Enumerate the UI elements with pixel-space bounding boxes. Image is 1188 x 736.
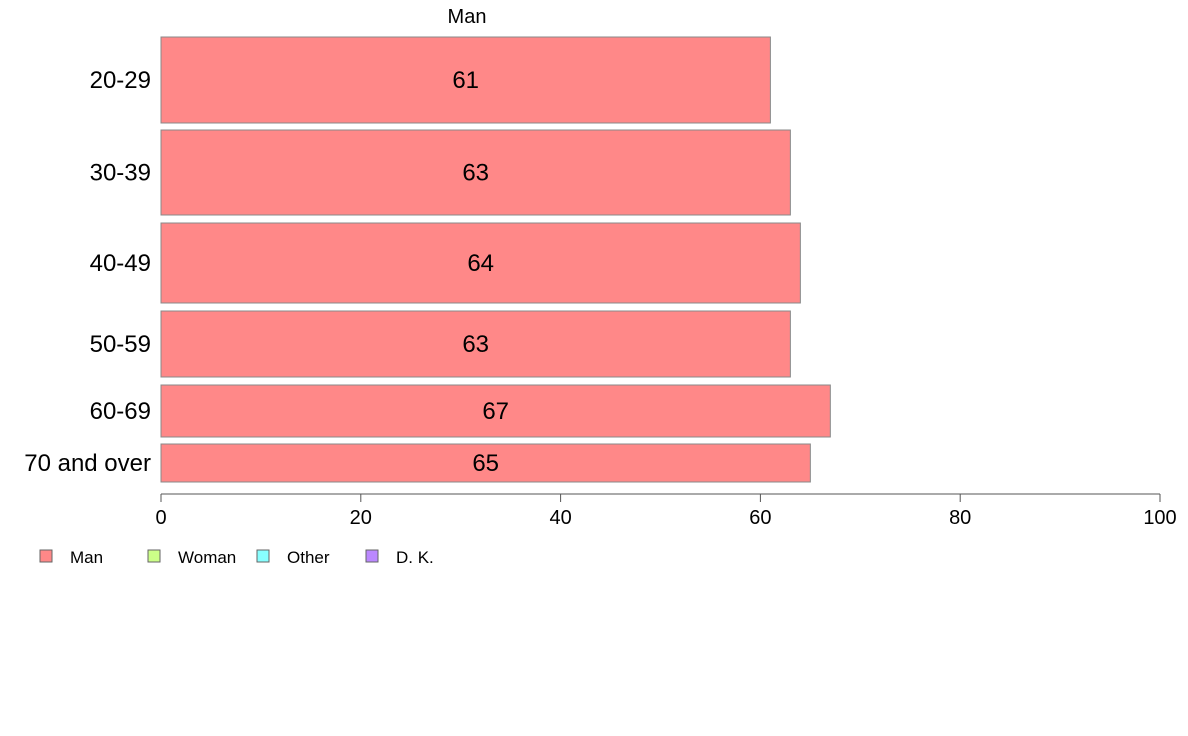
bar xyxy=(160,443,811,483)
legend-swatch xyxy=(39,549,53,563)
bar xyxy=(160,310,791,378)
data-label: 63 xyxy=(462,331,489,358)
legend-swatch xyxy=(256,549,270,563)
data-label: 67 xyxy=(482,398,509,425)
legend-label: D. K. xyxy=(396,548,434,567)
legend: Man Woman Other D. K. xyxy=(39,548,434,567)
legend-swatch xyxy=(365,549,379,563)
category-label: 50-59 xyxy=(90,331,151,358)
x-tick-label: 60 xyxy=(749,507,771,529)
x-axis-ticks: 0 20 40 60 80 100 xyxy=(155,494,1177,529)
bars xyxy=(160,36,831,483)
legend-item: D. K. xyxy=(365,548,434,567)
legend-item: Woman xyxy=(147,548,236,567)
data-label: 61 xyxy=(452,67,479,94)
legend-label: Woman xyxy=(178,548,236,567)
category-label: 30-39 xyxy=(90,160,151,187)
bar xyxy=(160,222,801,304)
x-tick-label: 80 xyxy=(949,507,971,529)
value-labels: 61 63 64 63 67 65 xyxy=(452,67,509,477)
series-label: Man xyxy=(448,6,487,28)
legend-label: Man xyxy=(70,548,103,567)
category-label: 70 and over xyxy=(24,450,151,477)
legend-item: Man xyxy=(39,548,103,567)
legend-label: Other xyxy=(287,548,330,567)
x-tick-label: 0 xyxy=(155,507,166,529)
category-label: 20-29 xyxy=(90,67,151,94)
legend-swatch xyxy=(147,549,161,563)
x-tick-label: 20 xyxy=(350,507,372,529)
category-label: 60-69 xyxy=(90,398,151,425)
category-label: 40-49 xyxy=(90,250,151,277)
data-label: 64 xyxy=(467,250,494,277)
data-label: 63 xyxy=(462,160,489,187)
legend-item: Other xyxy=(256,548,330,567)
bar xyxy=(160,129,791,216)
bar xyxy=(160,36,771,124)
data-label: 65 xyxy=(472,450,499,477)
x-tick-label: 100 xyxy=(1143,507,1176,529)
x-tick-label: 40 xyxy=(549,507,571,529)
category-labels: 20-29 30-39 40-49 50-59 60-69 70 and over xyxy=(24,67,151,477)
bar xyxy=(160,384,831,438)
